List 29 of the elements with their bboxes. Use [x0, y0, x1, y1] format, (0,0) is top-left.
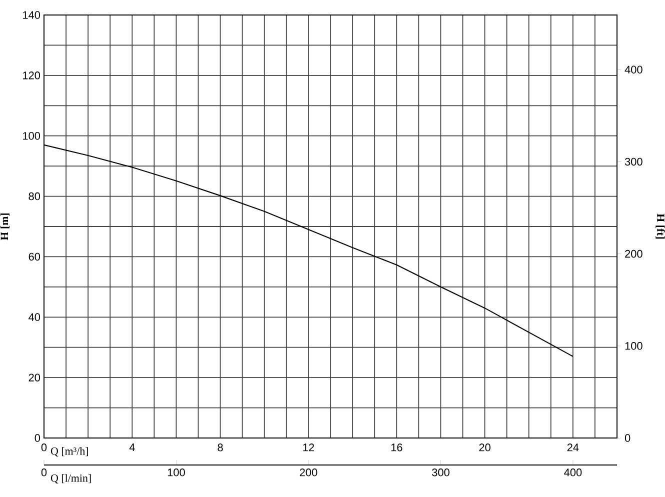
y-tick-label: 120: [23, 72, 40, 80]
x2-tick-label: 100: [168, 468, 185, 476]
y2-tick-label: 200: [625, 250, 642, 258]
y2-axis-title: H [ft]: [656, 214, 665, 239]
x2-tick-label: 400: [564, 468, 582, 476]
x-tick-label: 4: [129, 444, 135, 452]
x-tick-label: 20: [479, 444, 490, 452]
y2-tick-label: 0: [624, 434, 630, 442]
y-tick-label: 100: [23, 132, 40, 140]
y2-tick-label: 100: [625, 342, 642, 350]
x-tick-label: 24: [567, 444, 579, 452]
x2-tick-label: 300: [432, 468, 450, 476]
x-tick-label: 8: [218, 444, 223, 452]
x2-tick-label: 0: [41, 468, 47, 476]
y-tick-label: 20: [28, 374, 40, 382]
y2-tick-label: 300: [624, 158, 642, 166]
y-tick-label: 140: [23, 11, 40, 19]
x2-axis-title: Q [l/min]: [50, 474, 91, 484]
y-tick-label: 40: [28, 313, 40, 322]
y-tick-label: 0: [34, 434, 40, 442]
y2-tick-label: 400: [624, 66, 642, 74]
x-tick-label: 16: [391, 444, 402, 452]
x2-tick-label: 200: [300, 468, 318, 476]
x-tick-label: 0: [41, 444, 47, 452]
y-axis-title: H [m]: [0, 213, 10, 240]
y-tick-label: 80: [28, 192, 40, 200]
y-tick-label: 60: [28, 252, 40, 261]
x-tick-label: 12: [303, 444, 314, 452]
x-axis-title: Q [m³/h]: [50, 447, 88, 456]
